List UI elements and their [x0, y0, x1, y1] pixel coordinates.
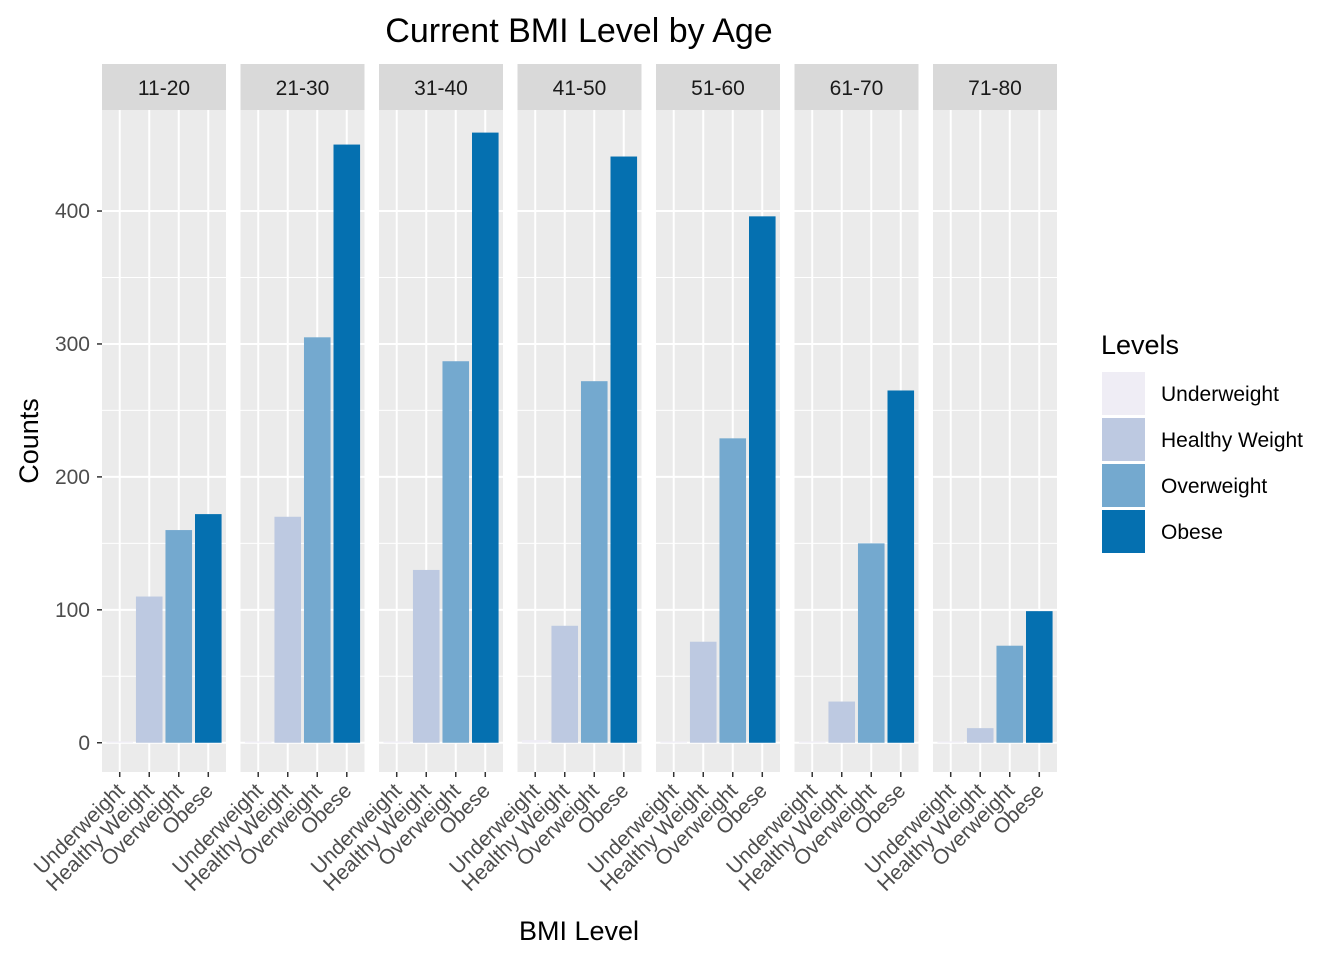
- bar: [195, 514, 222, 743]
- bar: [165, 530, 193, 743]
- facet-strip-label: 21-30: [276, 77, 330, 100]
- bar: [442, 361, 470, 743]
- bar: [966, 728, 994, 743]
- bar: [937, 741, 964, 743]
- y-tick-label: 0: [78, 732, 90, 755]
- bar: [106, 741, 133, 743]
- y-axis: 0 100 200 300 400: [55, 200, 102, 755]
- bar: [798, 741, 826, 743]
- bar: [857, 543, 885, 743]
- y-axis-title: Counts: [14, 398, 44, 484]
- facet-strip-label: 41-50: [553, 77, 607, 100]
- facet-strip-label: 51-60: [691, 77, 745, 100]
- legend: Levels Underweight Healthy Weight Overweig…: [1101, 330, 1303, 553]
- facet-strip: [379, 64, 503, 110]
- bar: [135, 596, 163, 743]
- bar: [521, 740, 549, 743]
- facet-strip-label: 61-70: [830, 77, 884, 100]
- facet-strip: [794, 64, 919, 110]
- bar: [472, 132, 499, 743]
- facet-strip-label: 71-80: [968, 77, 1022, 100]
- y-tick-label: 300: [55, 333, 90, 356]
- facet-strip: [240, 64, 365, 110]
- x-axis-title: BMI Level: [519, 916, 639, 946]
- bar: [244, 741, 272, 743]
- bar: [412, 569, 440, 743]
- bar: [1026, 611, 1053, 743]
- bar: [383, 741, 410, 743]
- y-tick-label: 200: [55, 466, 90, 489]
- bar: [551, 625, 579, 743]
- bar: [689, 641, 717, 743]
- y-tick-label: 400: [55, 200, 90, 223]
- legend-label: Obese: [1161, 521, 1223, 544]
- facet-strip-label: 31-40: [414, 77, 468, 100]
- bar: [274, 516, 302, 743]
- y-tick-label: 100: [55, 599, 90, 622]
- bar: [749, 216, 776, 743]
- bar: [719, 438, 747, 743]
- legend-label: Overweight: [1161, 475, 1267, 498]
- chart-title: Current BMI Level by Age: [385, 12, 772, 50]
- legend-label: Underweight: [1161, 383, 1279, 406]
- bar: [828, 701, 856, 743]
- legend-key: [1102, 372, 1145, 415]
- facet-strip: [517, 64, 642, 110]
- facet-strip: [933, 64, 1057, 110]
- facet-strip-label: 11-20: [138, 77, 190, 100]
- legend-label: Healthy Weight: [1161, 429, 1303, 452]
- bar: [610, 156, 638, 743]
- legend-key: [1102, 510, 1145, 553]
- bar: [303, 337, 331, 743]
- bar: [996, 645, 1024, 743]
- legend-title: Levels: [1101, 330, 1179, 360]
- legend-key: [1102, 464, 1145, 507]
- legend-key: [1102, 418, 1145, 461]
- bar: [660, 741, 687, 743]
- bar: [887, 390, 915, 743]
- bar: [580, 381, 608, 743]
- bar: [333, 144, 361, 743]
- facet-strip: [102, 64, 226, 110]
- facet-strip: [656, 64, 780, 110]
